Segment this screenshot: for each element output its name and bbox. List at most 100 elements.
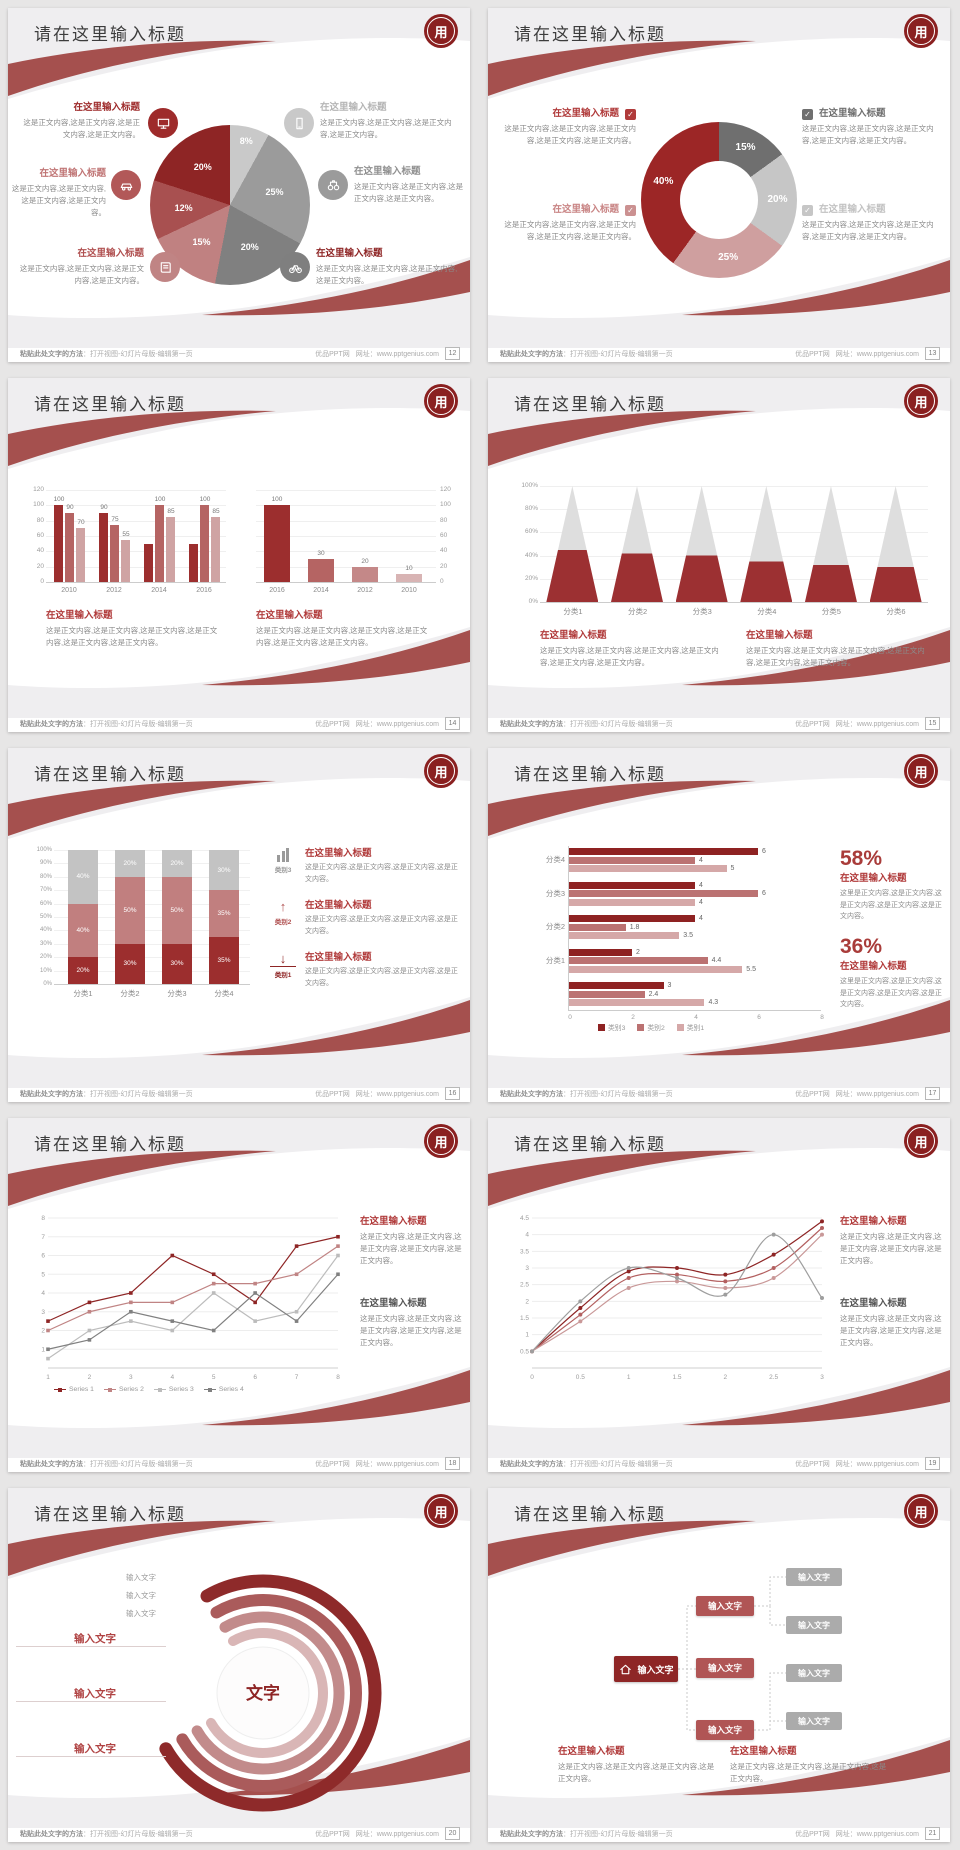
bar (569, 999, 705, 1006)
slide-footer: 粘贴此处文字的方法：打开视图-幻灯片母版-编辑第一页 优品PPT网 网址：www.p… (500, 1457, 940, 1470)
bar-value-label: 5.5 (746, 965, 756, 973)
bar-value-label: 85 (167, 507, 175, 515)
donut-slice-label: 20% (767, 194, 788, 205)
page-number: 16 (445, 1087, 460, 1100)
ring-label-side: 输入文字 (74, 1688, 116, 1700)
bar (144, 543, 153, 582)
block-title-row: 在这里输入标题 ✓ (498, 204, 636, 216)
slide-thumbnail-12[interactable]: 请在这里输入标题 用粘贴此处文字的方法：打开视图-幻灯片母版-编辑第一页 优品PPT… (8, 8, 470, 362)
footer-method-label: 粘贴此处文字的方法 (20, 1090, 83, 1098)
cone-bar (610, 486, 663, 602)
gridline (46, 551, 226, 553)
gridline (46, 505, 226, 507)
flow-root-node[interactable]: 输入文字 (614, 1656, 678, 1682)
legend-item: Series 1 (54, 1386, 94, 1393)
gridline (46, 566, 226, 568)
y-axis-tick-label: 80 (36, 516, 44, 524)
footer-site-info: 优品PPT网 网址：www.pptgenius.com 13 (795, 347, 940, 360)
segment-value-label: 35% (217, 910, 231, 918)
checkbox-checked-icon[interactable]: ✓ (625, 204, 636, 216)
bar (76, 528, 85, 582)
bar-value-label: 10 (405, 565, 413, 573)
block-title: 在这里输入标题 (746, 630, 813, 641)
bar-chart-plot: 0 20 40 60 80 100 120 100 90 70 2010 90 75 55 2012 100 8… (33, 486, 226, 594)
donut-hole (680, 161, 758, 239)
stacked-segment: 20% (162, 850, 192, 877)
legend-category-label: 类别3 (274, 867, 292, 874)
slide-thumbnail-16[interactable]: 请在这里输入标题 用粘贴此处文字的方法：打开视图-幻灯片母版-编辑第一页 优品PPT… (8, 748, 470, 1102)
bar (569, 890, 758, 897)
slide-thumbnail-15[interactable]: 请在这里输入标题 用粘贴此处文字的方法：打开视图-幻灯片母版-编辑第一页 优品PPT… (488, 378, 950, 732)
pie-slice-label: 8% (239, 136, 253, 147)
slide-footer: 粘贴此处文字的方法：打开视图-幻灯片母版-编辑第一页 优品PPT网 网址：www.p… (500, 1087, 940, 1100)
line-series (47, 1245, 339, 1332)
footer-method-text: ：打开视图-幻灯片母版-编辑第一页 (83, 1460, 193, 1468)
y-axis-tick-label: 1 (525, 1332, 529, 1339)
block-body: 这是正文内容,这是正文内容,这是正文内容,这是正文内容,这是正文内容。 (360, 1314, 462, 1348)
arrow-up-icon: ↑ (279, 899, 287, 914)
y-axis-tick-label: 8 (41, 1215, 45, 1222)
gridline (46, 536, 226, 537)
bar-value-label: 30 (317, 550, 325, 557)
y-axis-tick-label: 4.5 (520, 1215, 529, 1222)
flow-mid-node[interactable]: 输入文字 (696, 1658, 754, 1678)
legend-category-label: 类别1 (274, 972, 292, 979)
chart-bars-icon (270, 848, 296, 862)
block-body: 这是正文内容,这是正文内容,这是正文内容,这是正文内容,这是正文内容,这是正文内… (540, 646, 719, 668)
checkbox-checked-icon[interactable]: ✓ (802, 108, 813, 120)
flow-mid-node[interactable]: 输入文字 (696, 1720, 754, 1740)
flow-leaf-node[interactable]: 输入文字 (786, 1712, 842, 1730)
slide-thumbnail-13[interactable]: 请在这里输入标题 用粘贴此处文字的方法：打开视图-幻灯片母版-编辑第一页 优品PPT… (488, 8, 950, 362)
y-axis-tick-label: 0.5 (520, 1348, 529, 1355)
y-axis-tick-label: 2 (525, 1298, 529, 1305)
slide-thumbnail-18[interactable]: 请在这里输入标题 用粘贴此处文字的方法：打开视图-幻灯片母版-编辑第一页 优品PPT… (8, 1118, 470, 1472)
bar (65, 513, 74, 582)
side-text-block-0: 在这里输入标题 这是正文内容,这是正文内容,这是正文内容,这是正文内容,这是正文内… (360, 1216, 462, 1267)
side-text-block-1: 在这里输入标题 这是正文内容,这是正文内容,这是正文内容,这是正文内容,这是正文内… (840, 1298, 942, 1349)
gridline (256, 551, 436, 553)
bar-value-label: 20 (361, 557, 369, 565)
side-text-block-0: 在这里输入标题 这是正文内容,这是正文内容,这是正文内容,这是正文内容,这是正文内… (840, 1216, 942, 1267)
flow-leaf-node[interactable]: 输入文字 (786, 1616, 842, 1634)
logo-emblem-icon: 用 (907, 17, 935, 45)
flow-mid-node[interactable]: 输入文字 (696, 1596, 754, 1616)
footer-method-text: ：打开视图-幻灯片母版-编辑第一页 (563, 720, 673, 728)
block-title: 在这里输入标题 (819, 108, 886, 119)
block-title: 在这里输入标题 (354, 166, 421, 177)
chart-caption-right: 在这里输入标题 这是正文内容,这是正文内容,这是正文内容,这是正文内容,这是正文内… (256, 610, 434, 649)
gridline (54, 850, 250, 851)
ring-label-side: 输入文字 (74, 1633, 116, 1645)
slide-thumbnail-19[interactable]: 请在这里输入标题 用粘贴此处文字的方法：打开视图-幻灯片母版-编辑第一页 优品PPT… (488, 1118, 950, 1472)
block-body: 这是正文内容,这是正文内容,这是正文内容,这是正文内容。 (305, 864, 458, 883)
slide-title: 请在这里输入标题 (514, 765, 666, 784)
bar-value-label: 6 (762, 848, 766, 855)
text-block-left-1: 在这里输入标题 ✓ 这是正文内容,这是正文内容,这是正文内容,这是正文内容,这是正文… (498, 204, 636, 243)
bar (155, 505, 164, 582)
chart-legend: Series 1 Series 2 Series 3 Series 4 (54, 1386, 244, 1393)
y-axis-tick-label: 20% (524, 574, 538, 582)
block-title: 在这里输入标题 (305, 848, 372, 859)
y-axis-tick-label: 2 (41, 1328, 45, 1335)
block-title: 在这里输入标题 (256, 610, 323, 621)
slide-thumbnail-14[interactable]: 请在这里输入标题 用粘贴此处文字的方法：打开视图-幻灯片母版-编辑第一页 优品PPT… (8, 378, 470, 732)
legend-detail-item: 类别3 在这里输入标题这是正文内容,这是正文内容,这是正文内容,这是正文内容。 (270, 848, 462, 885)
legend-detail-item: ↓ 类别1 在这里输入标题 这是正文内容,这是正文内容,这是正文内容,这是正文内容。 (270, 952, 462, 989)
bar (569, 856, 695, 864)
checkbox-checked-icon[interactable]: ✓ (625, 108, 636, 120)
slide-thumbnail-21[interactable]: 请在这里输入标题 用粘贴此处文字的方法：打开视图-幻灯片母版-编辑第一页 优品PPT… (488, 1488, 950, 1842)
flow-leaf-node[interactable]: 输入文字 (786, 1568, 842, 1586)
bar-value-label: 2 (636, 948, 640, 956)
bar (569, 881, 695, 889)
footer-method-text: ：打开视图-幻灯片母版-编辑第一页 (563, 1830, 673, 1838)
slide-thumbnail-20[interactable]: 请在这里输入标题 用粘贴此处文字的方法：打开视图-幻灯片母版-编辑第一页 优品PPT… (8, 1488, 470, 1842)
donut-slice-label: 25% (718, 251, 739, 263)
x-axis-tick-label: 6 (253, 1374, 257, 1381)
flow-leaf-node[interactable]: 输入文字 (786, 1664, 842, 1682)
segment-value-label: 20% (170, 859, 184, 867)
footer-method-label: 粘贴此处文字的方法 (500, 350, 563, 358)
checkbox-checked-icon[interactable]: ✓ (802, 204, 813, 216)
slide-title: 请在这里输入标题 (34, 1135, 186, 1154)
slide-thumbnail-17[interactable]: 请在这里输入标题 用粘贴此处文字的方法：打开视图-幻灯片母版-编辑第一页 优品PPT… (488, 748, 950, 1102)
x-axis-tick-label: 7 (295, 1374, 299, 1381)
y-axis-tick-label: 0 (440, 578, 444, 585)
